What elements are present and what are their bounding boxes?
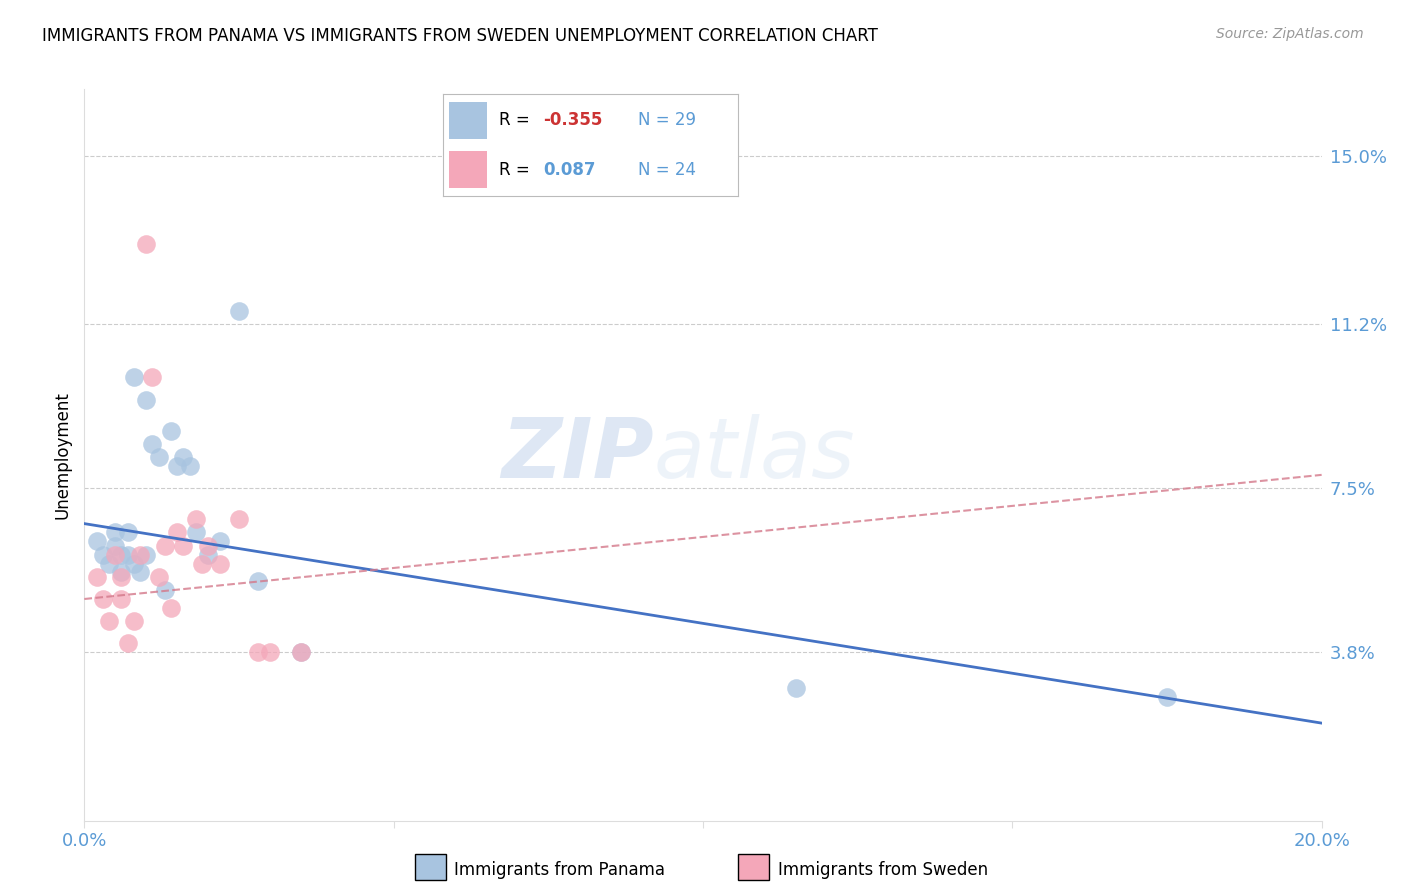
- Point: [104, 539, 127, 553]
- Point: [184, 525, 207, 540]
- Point: [104, 525, 127, 540]
- Point: [135, 548, 157, 562]
- Point: [129, 548, 152, 562]
- Point: [228, 512, 250, 526]
- Text: Immigrants from Sweden: Immigrants from Sweden: [778, 861, 987, 879]
- Point: [86, 570, 108, 584]
- Point: [290, 645, 312, 659]
- Text: IMMIGRANTS FROM PANAMA VS IMMIGRANTS FROM SWEDEN UNEMPLOYMENT CORRELATION CHART: IMMIGRANTS FROM PANAMA VS IMMIGRANTS FRO…: [42, 27, 879, 45]
- Point: [135, 392, 157, 407]
- Text: N = 29: N = 29: [638, 112, 696, 129]
- Point: [785, 681, 807, 695]
- Point: [191, 557, 214, 571]
- Point: [197, 539, 219, 553]
- Point: [91, 548, 114, 562]
- Point: [122, 557, 145, 571]
- Point: [197, 548, 219, 562]
- Point: [86, 534, 108, 549]
- Point: [228, 303, 250, 318]
- Point: [290, 645, 312, 659]
- Point: [117, 636, 139, 650]
- Point: [246, 574, 269, 589]
- Text: Immigrants from Panama: Immigrants from Panama: [454, 861, 665, 879]
- Text: N = 24: N = 24: [638, 161, 696, 178]
- Point: [117, 525, 139, 540]
- FancyBboxPatch shape: [449, 102, 486, 139]
- Point: [209, 557, 232, 571]
- Point: [246, 645, 269, 659]
- Point: [98, 614, 121, 628]
- Point: [91, 592, 114, 607]
- Point: [184, 512, 207, 526]
- Point: [160, 600, 183, 615]
- Point: [104, 548, 127, 562]
- Point: [1156, 690, 1178, 704]
- Text: 0.087: 0.087: [543, 161, 596, 178]
- Point: [179, 458, 201, 473]
- Text: Source: ZipAtlas.com: Source: ZipAtlas.com: [1216, 27, 1364, 41]
- Text: R =: R =: [499, 112, 536, 129]
- Y-axis label: Unemployment: Unemployment: [53, 391, 72, 519]
- Point: [148, 450, 170, 464]
- Point: [160, 424, 183, 438]
- Point: [209, 534, 232, 549]
- Text: -0.355: -0.355: [543, 112, 603, 129]
- Point: [141, 437, 163, 451]
- Point: [122, 370, 145, 384]
- Text: atlas: atlas: [654, 415, 855, 495]
- Point: [135, 237, 157, 252]
- Point: [148, 570, 170, 584]
- Point: [153, 583, 176, 598]
- Text: ZIP: ZIP: [501, 415, 654, 495]
- Point: [110, 570, 132, 584]
- Point: [153, 539, 176, 553]
- Point: [117, 548, 139, 562]
- Point: [98, 557, 121, 571]
- Point: [141, 370, 163, 384]
- Point: [129, 566, 152, 580]
- Point: [172, 450, 194, 464]
- Text: R =: R =: [499, 161, 536, 178]
- Point: [110, 592, 132, 607]
- Point: [110, 566, 132, 580]
- Point: [166, 458, 188, 473]
- Point: [110, 548, 132, 562]
- FancyBboxPatch shape: [449, 151, 486, 188]
- Point: [259, 645, 281, 659]
- Point: [122, 614, 145, 628]
- Point: [172, 539, 194, 553]
- Point: [166, 525, 188, 540]
